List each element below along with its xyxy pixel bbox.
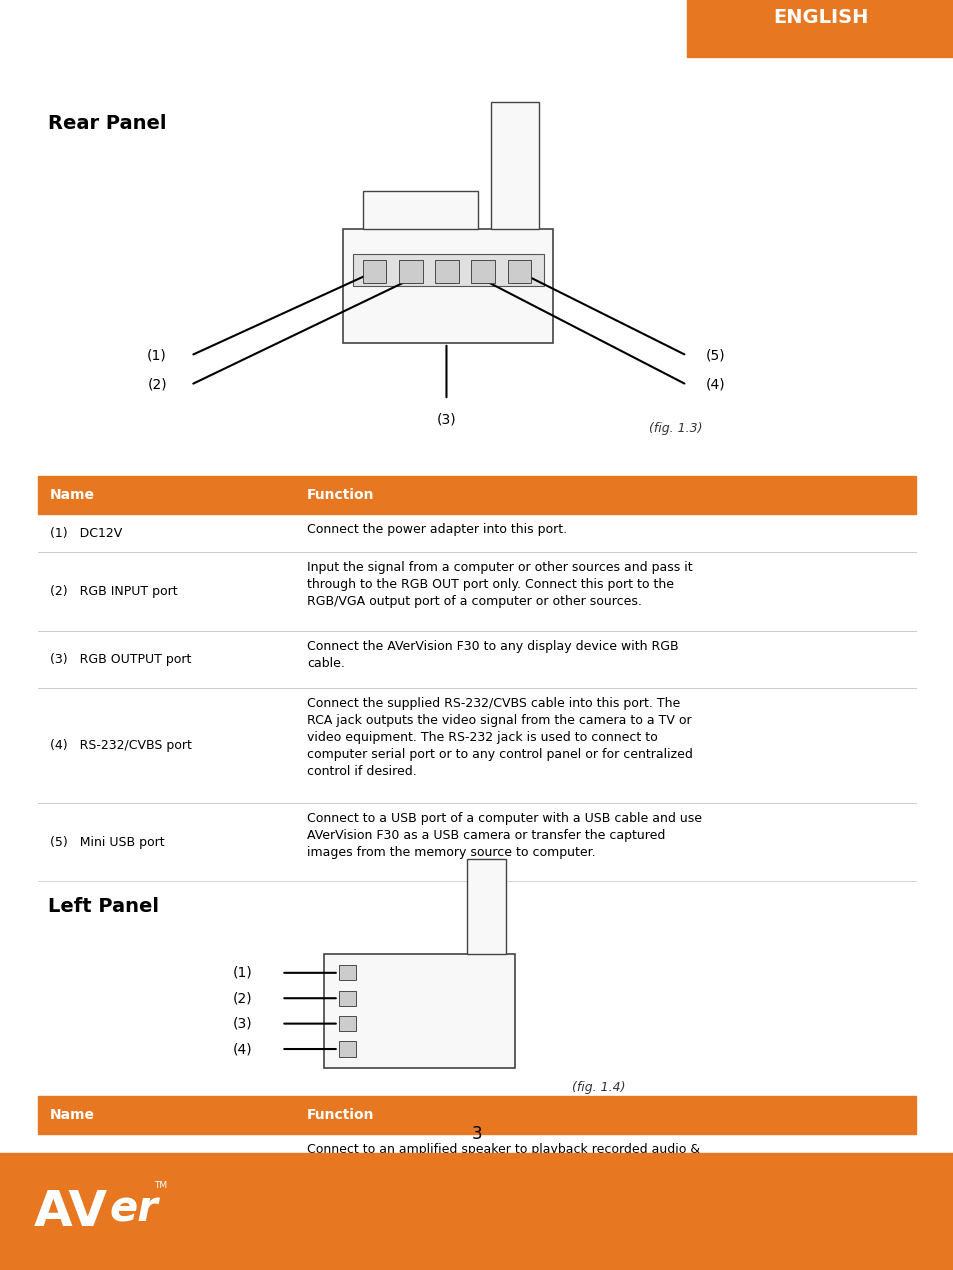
Text: (3)   USB port: (3) USB port	[50, 1261, 134, 1270]
Text: (fig. 1.3): (fig. 1.3)	[648, 422, 701, 434]
Text: Connect the AVerVision F30 to any display device with RGB
cable.: Connect the AVerVision F30 to any displa…	[307, 640, 679, 671]
Text: Name: Name	[50, 1107, 94, 1123]
Text: (2): (2)	[233, 991, 253, 1006]
Bar	[471, 260, 495, 283]
Bar	[0, 1153, 953, 1270]
Bar	[324, 954, 515, 1068]
Text: er: er	[110, 1189, 158, 1231]
Text: (fig. 1.4): (fig. 1.4)	[572, 1081, 625, 1093]
Bar	[362, 260, 386, 283]
Bar	[353, 254, 543, 286]
Bar	[38, 1096, 915, 1134]
Text: (2)   RGB INPUT port: (2) RGB INPUT port	[50, 585, 177, 598]
Bar	[686, 0, 953, 57]
Text: (3)   RGB OUTPUT port: (3) RGB OUTPUT port	[50, 653, 191, 667]
Bar	[435, 260, 458, 283]
Text: Connect the power adapter into this port.: Connect the power adapter into this port…	[307, 523, 567, 536]
Text: (2)   MIC port: (2) MIC port	[50, 1208, 132, 1220]
Text: Input the signal from a computer or other sources and pass it
through to the RGB: Input the signal from a computer or othe…	[307, 561, 692, 608]
Bar	[491, 102, 538, 229]
Text: (1)   DC12V: (1) DC12V	[50, 527, 122, 540]
Text: Function: Function	[307, 488, 375, 503]
Text: Connect to an amplified speaker to playback recorded audio &
video clip.: Connect to an amplified speaker to playb…	[307, 1143, 700, 1173]
Bar	[338, 965, 355, 980]
Text: Function: Function	[307, 1107, 375, 1123]
Text: (4)   RS-232/CVBS port: (4) RS-232/CVBS port	[50, 739, 192, 752]
Bar	[338, 1041, 355, 1057]
Text: Connect to a USB port of a computer with a USB cable and use
AVerVision F30 as a: Connect to a USB port of a computer with…	[307, 812, 701, 859]
Text: AV: AV	[33, 1187, 108, 1236]
Bar	[467, 859, 505, 954]
Text: (3): (3)	[436, 413, 456, 427]
Bar	[343, 229, 553, 343]
Bar	[38, 476, 915, 514]
Text: (4): (4)	[705, 377, 725, 392]
Text: Rear Panel: Rear Panel	[48, 114, 166, 133]
Bar	[398, 260, 422, 283]
Text: Name: Name	[50, 488, 94, 503]
Text: Left Panel: Left Panel	[48, 897, 158, 916]
Bar	[362, 190, 477, 229]
Text: Insert a USB flash drive to save the captured images or recorded
video directly : Insert a USB flash drive to save the cap…	[307, 1250, 714, 1270]
Text: (5)   Mini USB port: (5) Mini USB port	[50, 836, 164, 848]
Bar	[338, 991, 355, 1006]
Text: (3): (3)	[233, 1016, 253, 1031]
Text: ENGLISH: ENGLISH	[772, 9, 867, 27]
Text: Connect the supplied RS-232/CVBS cable into this port. The
RCA jack outputs the : Connect the supplied RS-232/CVBS cable i…	[307, 697, 692, 779]
Text: (4): (4)	[233, 1041, 253, 1057]
Text: Connect a 3.5mm plug microphone. The built-in mic will be
disabled when an exter: Connect a 3.5mm plug microphone. The bui…	[307, 1196, 678, 1227]
Text: (1)   Speaker port: (1) Speaker port	[50, 1154, 159, 1167]
Text: TM: TM	[154, 1181, 168, 1190]
Bar	[338, 1016, 355, 1031]
Text: 3: 3	[471, 1125, 482, 1143]
Text: (2): (2)	[147, 377, 167, 392]
Text: (5): (5)	[705, 348, 725, 363]
Bar	[507, 260, 531, 283]
Text: (1): (1)	[233, 965, 253, 980]
Text: (1): (1)	[147, 348, 167, 363]
